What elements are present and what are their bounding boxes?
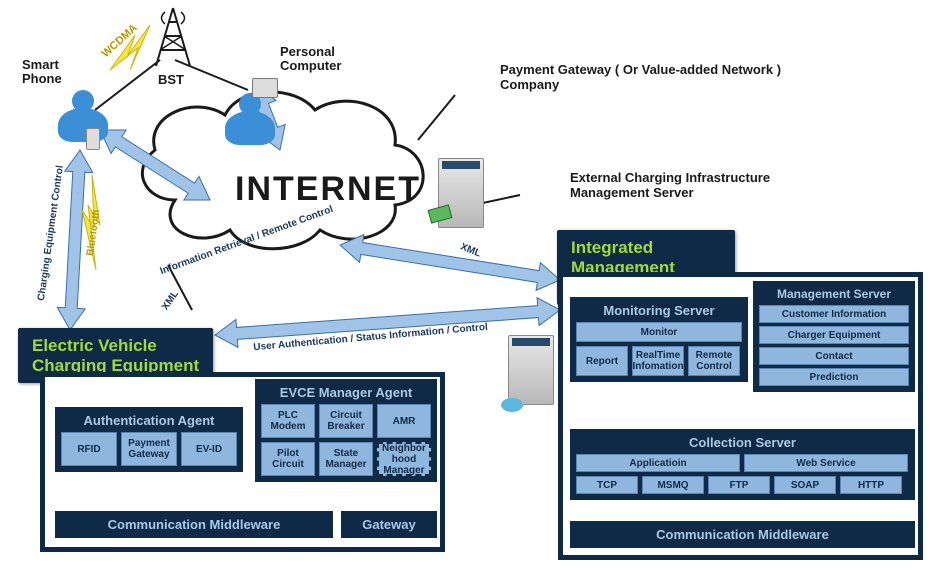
evce-container: Authentication Agent RFID PaymentGateway…: [40, 372, 445, 552]
wcdma-label: WCDMA: [100, 22, 140, 60]
monitoring-monitor: Monitor: [576, 322, 742, 342]
evce-comm-middleware-bar: Communication Middleware: [55, 511, 333, 538]
monitoring-report: Report: [576, 346, 628, 376]
collection-http: HTTP: [840, 476, 902, 494]
mgmt-contact: Contact: [759, 347, 909, 365]
bst-label: BST: [158, 72, 184, 87]
ims-comm-middleware-bar: Communication Middleware: [570, 521, 915, 548]
smartphone-user-icon: [58, 90, 108, 145]
monitoring-server-group: Monitoring Server Monitor Report RealTim…: [570, 297, 748, 382]
mgr-cell-breaker: CircuitBreaker: [319, 404, 373, 438]
pc-monitor-icon: [252, 78, 278, 98]
user-auth-label: User Authentication / Status Information…: [253, 322, 488, 353]
collection-webservice: Web Service: [744, 454, 908, 472]
collection-server-group: Collection Server Applicatioin Web Servi…: [570, 429, 915, 500]
mgr-cell-pilot: PilotCircuit: [261, 442, 315, 476]
pc-label: PersonalComputer: [280, 45, 341, 74]
mgr-cell-neighborhood: NeighborhoodManager: [377, 442, 431, 476]
management-title: Management Server: [759, 285, 909, 305]
monitoring-realtime: RealTimeInfomation: [632, 346, 684, 376]
mgr-cell-plc: PLCModem: [261, 404, 315, 438]
auth-cell-evid: EV-ID: [181, 432, 237, 466]
payment-gateway-server-icon: [438, 158, 484, 228]
mgmt-charger: Charger Equipment: [759, 326, 909, 344]
mgr-cell-state: StateManager: [319, 442, 373, 476]
charging-eq-ctrl-label: Charging Equipment Control: [36, 165, 66, 302]
xml2-label: XML: [459, 241, 483, 259]
info-retrieval-label: Information Retrieval / Remote Control: [159, 204, 335, 277]
external-infra-label: External Charging Infrastructure Managem…: [570, 170, 770, 200]
pc-user-icon: [225, 93, 275, 148]
bluetooth-label: Bluetooth: [85, 209, 102, 257]
auth-agent-group: Authentication Agent RFID PaymentGateway…: [55, 407, 243, 472]
collection-tcp: TCP: [576, 476, 638, 494]
arrow-cloud-to-ims: [340, 235, 560, 291]
monitoring-title: Monitoring Server: [576, 301, 742, 322]
internet-label: INTERNET: [235, 170, 421, 209]
xml1-label: XML: [160, 289, 181, 313]
payment-gateway-label: Payment Gateway ( Or Value-added Network…: [500, 62, 781, 92]
mgmt-customer: Customer Information: [759, 305, 909, 323]
collection-msmq: MSMQ: [642, 476, 704, 494]
auth-cell-payment-gateway: PaymentGateway: [121, 432, 177, 466]
external-infra-server-icon: [508, 335, 554, 405]
smartphone-label: SmartPhone: [22, 58, 62, 87]
auth-agent-title: Authentication Agent: [61, 411, 237, 432]
arrow-cloud-to-user: [100, 130, 210, 200]
evce-mgr-title: EVCE Manager Agent: [261, 383, 431, 404]
bst-tower-icon: [148, 8, 198, 70]
collection-title: Collection Server: [576, 433, 909, 454]
monitoring-remote: RemoteControl: [688, 346, 740, 376]
collection-ftp: FTP: [708, 476, 770, 494]
auth-cell-rfid: RFID: [61, 432, 117, 466]
collection-soap: SOAP: [774, 476, 836, 494]
management-server-group: Management Server Customer Information C…: [753, 281, 915, 392]
evce-mgr-group: EVCE Manager Agent PLCModem CircuitBreak…: [255, 379, 437, 482]
collection-application: Applicatioin: [576, 454, 740, 472]
ims-container: Monitoring Server Monitor Report RealTim…: [558, 272, 923, 560]
evce-gateway-bar: Gateway: [341, 511, 437, 538]
mgr-cell-amr: AMR: [377, 404, 431, 438]
mgmt-prediction: Prediction: [759, 368, 909, 386]
